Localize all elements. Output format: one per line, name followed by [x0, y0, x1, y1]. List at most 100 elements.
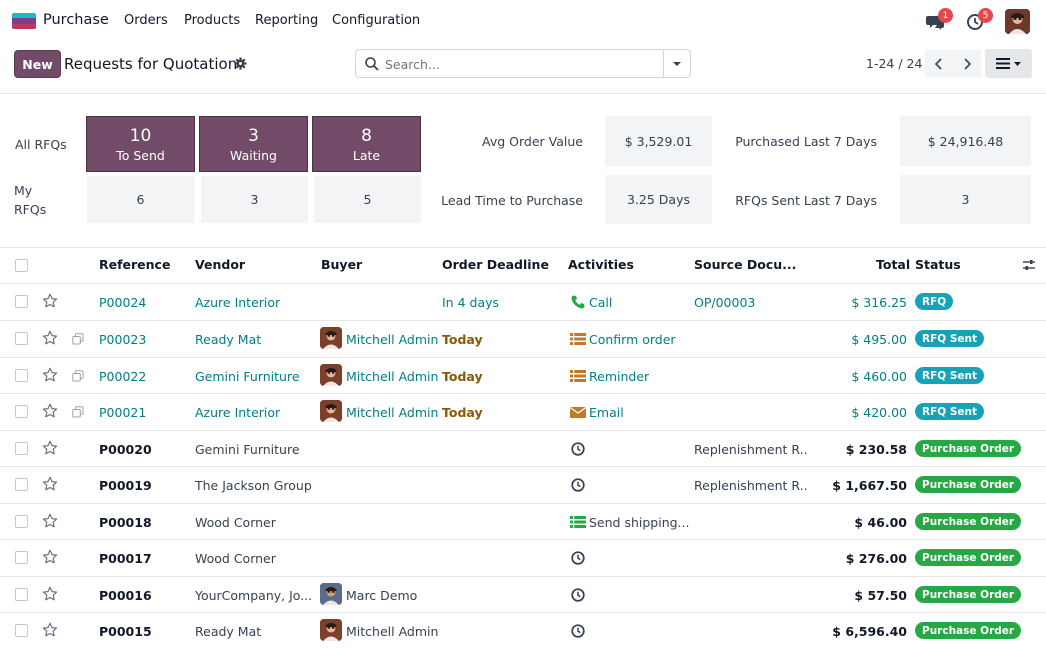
green-list-icon[interactable] — [570, 514, 586, 530]
row-checkbox[interactable] — [15, 551, 28, 564]
clock-icon[interactable] — [570, 623, 586, 639]
kpi-purchased-7-days: $ 24,916.48 — [900, 116, 1031, 166]
priority-star[interactable] — [42, 330, 58, 346]
table-row[interactable]: P00015 Ready Mat Mitchell Admin $ 6,596.40 P… — [0, 612, 1046, 649]
tile-to-send[interactable]: 10 To Send — [86, 116, 195, 172]
header-order-deadline[interactable]: Order Deadline — [442, 257, 549, 272]
menu-orders[interactable]: Orders — [124, 13, 168, 28]
buyer-cell[interactable]: Mitchell Admin — [346, 332, 439, 347]
priority-star[interactable] — [42, 549, 58, 565]
table-row[interactable]: P00022 Gemini Furniture Mitchell Admin Toda… — [0, 357, 1046, 394]
my-late-tile[interactable]: 5 — [314, 176, 421, 223]
list-view-switcher[interactable] — [985, 49, 1032, 78]
deadline-cell: Today — [442, 332, 483, 347]
table-row[interactable]: P00016 YourCompany, Jo... Marc Demo $ 57.50… — [0, 576, 1046, 613]
optional-columns-icon[interactable] — [1022, 258, 1036, 272]
search-options-toggle[interactable] — [663, 50, 690, 77]
tile-waiting[interactable]: 3 Waiting — [199, 116, 308, 172]
header-source-document[interactable]: Source Docu... — [694, 257, 797, 272]
row-checkbox[interactable] — [15, 332, 28, 345]
table-row[interactable]: P00020 Gemini Furniture Replenishment R...… — [0, 430, 1046, 467]
row-checkbox[interactable] — [15, 369, 28, 382]
header-status[interactable]: Status — [915, 257, 961, 272]
tile-late[interactable]: 8 Late — [312, 116, 421, 172]
priority-star[interactable] — [42, 293, 58, 309]
pager-value[interactable]: 1-24 / 24 — [866, 56, 923, 71]
table-row[interactable]: P00021 Azure Interior Mitchell Admin Today E… — [0, 393, 1046, 430]
my-to-send-tile[interactable]: 6 — [87, 176, 194, 223]
header-vendor[interactable]: Vendor — [195, 257, 246, 272]
pager-next-button[interactable] — [953, 50, 981, 77]
priority-star[interactable] — [42, 513, 58, 529]
menu-reporting[interactable]: Reporting — [255, 13, 319, 28]
clock-icon[interactable] — [570, 550, 586, 566]
reference-cell: P00015 — [99, 624, 152, 639]
search-input[interactable] — [385, 57, 675, 72]
buyer-cell[interactable]: Mitchell Admin — [346, 369, 439, 384]
duplicate-indicator — [72, 406, 84, 421]
activities-button[interactable]: 5 — [965, 8, 993, 32]
buyer-cell[interactable]: Marc Demo — [346, 588, 418, 603]
vendor-cell: Ready Mat — [195, 624, 262, 639]
priority-star[interactable] — [42, 367, 58, 383]
pager-previous-button[interactable] — [925, 50, 953, 77]
star-icon — [42, 330, 58, 345]
new-button[interactable]: New — [14, 50, 61, 78]
header-activities[interactable]: Activities — [568, 257, 634, 272]
buyer-cell[interactable]: Mitchell Admin — [346, 405, 439, 420]
caret-down-icon — [1014, 61, 1021, 66]
menu-products[interactable]: Products — [184, 13, 241, 28]
priority-star[interactable] — [42, 586, 58, 602]
gear-icon[interactable] — [234, 57, 247, 70]
activities-badge: 5 — [978, 8, 993, 23]
select-all-checkbox[interactable] — [15, 259, 28, 272]
purchase-app-icon[interactable] — [12, 13, 36, 29]
header-reference[interactable]: Reference — [99, 257, 171, 272]
activity-cell[interactable]: Reminder — [589, 369, 650, 384]
activity-cell[interactable]: Call — [589, 295, 613, 310]
clock-icon[interactable] — [570, 587, 586, 603]
priority-star[interactable] — [42, 440, 58, 456]
header-total[interactable]: Total — [876, 257, 911, 272]
priority-star[interactable] — [42, 403, 58, 419]
phone-icon[interactable] — [570, 294, 586, 310]
clock-icon[interactable] — [570, 477, 586, 493]
row-checkbox[interactable] — [15, 295, 28, 308]
table-row[interactable]: P00017 Wood Corner $ 276.00 Purchase Order — [0, 539, 1046, 576]
reference-cell: P00017 — [99, 551, 152, 566]
row-checkbox[interactable] — [15, 405, 28, 418]
table-row[interactable]: P00024 Azure Interior In 4 days Call OP/0000… — [0, 283, 1046, 320]
header-buyer[interactable]: Buyer — [321, 257, 363, 272]
row-checkbox[interactable] — [15, 442, 28, 455]
priority-star[interactable] — [42, 622, 58, 638]
user-avatar[interactable] — [1005, 9, 1030, 34]
activity-cell[interactable]: Confirm order — [589, 332, 676, 347]
priority-star[interactable] — [42, 476, 58, 492]
table-row[interactable]: P00023 Ready Mat Mitchell Admin Today Confir… — [0, 320, 1046, 357]
buyer-avatar-image — [320, 327, 342, 349]
row-checkbox[interactable] — [15, 478, 28, 491]
list-icon[interactable] — [570, 331, 586, 347]
activity-cell[interactable]: Send shipping... — [589, 515, 689, 530]
vendor-cell: Wood Corner — [195, 515, 276, 530]
table-row[interactable]: P00018 Wood Corner Send shipping... $ 46.00… — [0, 503, 1046, 540]
clock-icon[interactable] — [570, 441, 586, 457]
vendor-cell: YourCompany, Jo... — [195, 588, 313, 603]
status-badge: Purchase Order — [915, 622, 1022, 639]
activity-cell[interactable]: Email — [589, 405, 624, 420]
my-waiting-tile[interactable]: 3 — [201, 176, 308, 223]
table-row[interactable]: P00019 The Jackson Group Replenishment R..… — [0, 466, 1046, 503]
status-badge: Purchase Order — [915, 586, 1022, 603]
reference-cell: P00018 — [99, 515, 152, 530]
row-checkbox[interactable] — [15, 624, 28, 637]
deadline-cell: Today — [442, 369, 483, 384]
buyer-avatar-image — [320, 583, 342, 605]
buyer-cell[interactable]: Mitchell Admin — [346, 624, 439, 639]
menu-configuration[interactable]: Configuration — [332, 13, 421, 28]
envelope-icon[interactable] — [569, 404, 587, 420]
app-name[interactable]: Purchase — [43, 12, 109, 28]
messages-button[interactable]: 1 — [925, 8, 953, 32]
list-icon[interactable] — [570, 368, 586, 384]
row-checkbox[interactable] — [15, 588, 28, 601]
row-checkbox[interactable] — [15, 515, 28, 528]
